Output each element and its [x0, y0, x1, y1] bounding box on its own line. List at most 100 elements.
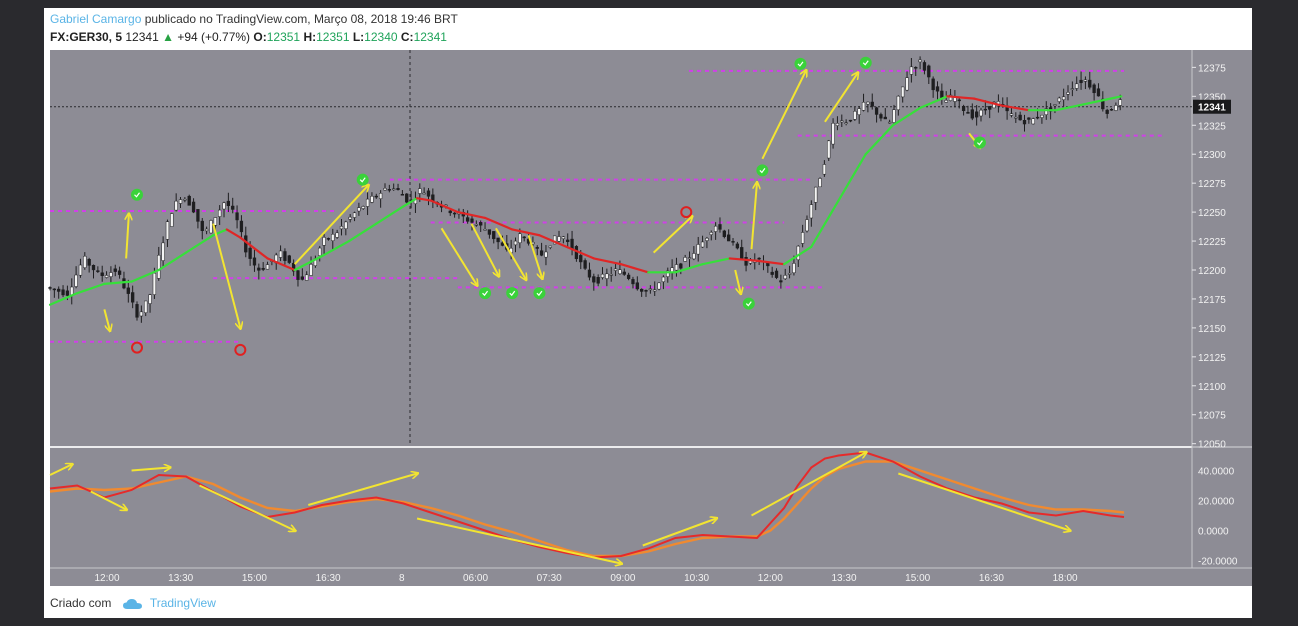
candle-body — [814, 186, 818, 203]
time-tick-label: 13:30 — [168, 573, 193, 584]
candle-body — [152, 272, 157, 295]
trend-arrow — [212, 223, 240, 328]
oscillator-arrow — [90, 490, 126, 510]
moving-average-segment — [891, 106, 922, 127]
price-tick-label: 12075 — [1198, 411, 1226, 422]
candle-body — [344, 221, 348, 229]
candle-body — [583, 260, 587, 269]
candle-body — [940, 90, 944, 98]
sell-signal-icon — [131, 341, 144, 354]
candle-body — [522, 236, 526, 239]
moving-average-segment — [973, 97, 1003, 107]
time-tick-label: 15:00 — [905, 573, 930, 584]
candle-body — [1079, 79, 1083, 84]
candle-body — [213, 217, 217, 226]
candle-body — [161, 242, 165, 261]
candle-body — [657, 282, 661, 290]
high-value: 12351 — [316, 30, 350, 44]
candle-body — [1018, 114, 1022, 121]
candle-body — [479, 222, 483, 226]
low-label: L: — [352, 30, 365, 44]
candle-body — [365, 198, 370, 207]
check-mark-icon — [745, 301, 752, 307]
check-mark-icon — [536, 290, 543, 297]
candle-body — [405, 193, 409, 203]
check-mark-icon — [482, 290, 489, 297]
moving-average-segment — [511, 228, 541, 237]
check-mark-icon — [759, 168, 766, 174]
candle-body — [866, 101, 870, 105]
candle-body — [1009, 113, 1014, 116]
candle-body — [231, 205, 235, 210]
buy-signal-icon — [794, 57, 807, 70]
candle-body — [783, 275, 787, 280]
buy-signal-icon — [131, 188, 144, 201]
candle-body — [331, 234, 335, 241]
candle-body — [57, 288, 61, 292]
candle-body — [861, 101, 866, 111]
candle-body — [687, 257, 692, 260]
candle-body — [944, 100, 948, 103]
candle-body — [191, 201, 196, 213]
oscillator-arrow — [49, 465, 72, 476]
candle-body — [631, 279, 635, 285]
time-tick-label: 18:00 — [1053, 573, 1078, 584]
candle-body — [722, 230, 726, 237]
candle-body — [735, 243, 740, 249]
price-chart[interactable]: 12050 12075 12100 12125 12150 12175 12200 12225… — [44, 8, 1252, 618]
moving-average-segment — [48, 292, 79, 306]
price-tick-label: 12350 — [1198, 92, 1226, 103]
moving-average-segment — [320, 239, 351, 258]
candle-body — [257, 267, 261, 271]
oscillator-tick-label: -20.0000 — [1198, 557, 1238, 568]
moving-average-segment — [76, 282, 106, 295]
moving-average-segment — [1109, 95, 1123, 100]
candle-body — [644, 290, 648, 292]
candle-body — [970, 109, 974, 119]
candle-body — [135, 304, 139, 318]
buy-signal-icon — [973, 136, 986, 149]
candle-body — [1114, 105, 1118, 111]
oscillator-arrow — [131, 468, 170, 471]
moving-average-segment — [483, 216, 514, 231]
candle-body — [896, 95, 900, 111]
candle-body — [383, 188, 387, 191]
candle-body — [918, 59, 922, 63]
candle-body — [713, 225, 718, 232]
trend-arrow — [440, 227, 477, 285]
buy-signal-icon — [742, 297, 755, 310]
candle-body — [731, 241, 735, 243]
candle-body — [648, 288, 653, 291]
candle-body — [535, 247, 539, 249]
candle-body — [779, 280, 783, 283]
candle-body — [1075, 83, 1079, 89]
candle-body — [587, 269, 592, 278]
trend-arrow — [734, 269, 740, 293]
moving-average-segment — [728, 257, 759, 262]
candle-body — [774, 270, 779, 278]
buy-signal-icon — [479, 287, 492, 300]
candle-body — [65, 290, 70, 296]
candle-body — [683, 257, 687, 262]
candle-body — [78, 264, 83, 276]
check-mark-icon — [359, 177, 366, 183]
candle-body — [1118, 99, 1122, 106]
candle-body — [448, 210, 452, 214]
candles — [48, 56, 1122, 323]
candle-body — [1066, 92, 1070, 95]
candle-body — [200, 220, 204, 231]
candle-body — [226, 200, 231, 206]
price-pane — [50, 50, 1192, 446]
tradingview-link[interactable]: TradingView — [149, 596, 216, 610]
price-tick-label: 12275 — [1198, 179, 1226, 190]
candle-body — [278, 250, 283, 258]
candle-body — [1088, 79, 1092, 88]
time-tick-label: 16:30 — [316, 573, 341, 584]
candle-body — [305, 274, 309, 281]
candle-body — [296, 270, 300, 280]
check-mark-icon — [509, 290, 516, 297]
candle-body — [1096, 88, 1101, 97]
author-name[interactable]: Gabriel Camargo — [50, 12, 142, 26]
chart-frame: Gabriel Camargo publicado no TradingView… — [44, 8, 1252, 618]
candle-body — [640, 288, 644, 292]
